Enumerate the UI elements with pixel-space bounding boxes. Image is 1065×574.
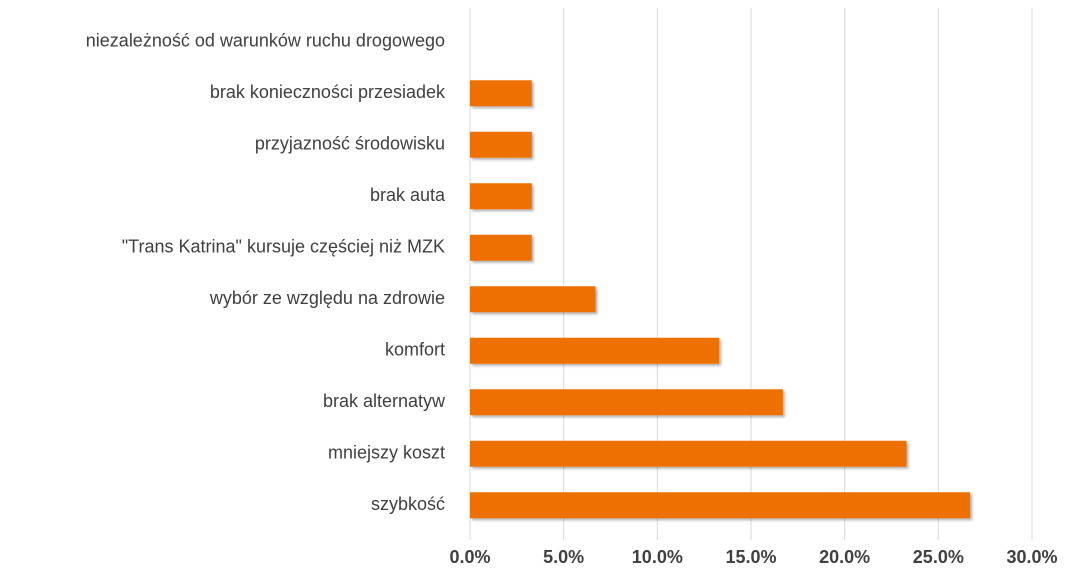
bar <box>470 337 720 364</box>
bar <box>470 440 907 467</box>
bar <box>470 234 532 261</box>
y-tick-label: mniejszy koszt <box>328 443 445 463</box>
x-tick-label: 0.0% <box>449 547 490 567</box>
bar <box>470 286 596 313</box>
x-tick-label: 15.0% <box>725 547 776 567</box>
x-tick-label: 10.0% <box>632 547 683 567</box>
x-tick-label: 5.0% <box>543 547 584 567</box>
bar <box>470 131 532 158</box>
y-tick-label: brak alternatyw <box>323 391 446 411</box>
y-tick-label: brak auta <box>370 185 446 205</box>
y-tick-label: przyjazność środowisku <box>255 134 445 154</box>
x-tick-label: 25.0% <box>913 547 964 567</box>
y-tick-label: wybór ze względu na zdrowie <box>209 288 445 308</box>
bar <box>470 80 532 107</box>
y-tick-label: brak konieczności przesiadek <box>210 82 446 102</box>
y-tick-label: szybkość <box>371 494 445 514</box>
bar <box>470 183 532 210</box>
y-tick-label: "Trans Katrina" kursuje częściej niż MZK <box>122 237 445 257</box>
x-tick-label: 30.0% <box>1006 547 1057 567</box>
bar <box>470 389 783 416</box>
y-tick-label: niezależność od warunków ruchu drogowego <box>86 31 445 51</box>
y-tick-label: komfort <box>385 340 445 360</box>
x-tick-label: 20.0% <box>819 547 870 567</box>
bar <box>470 492 971 519</box>
